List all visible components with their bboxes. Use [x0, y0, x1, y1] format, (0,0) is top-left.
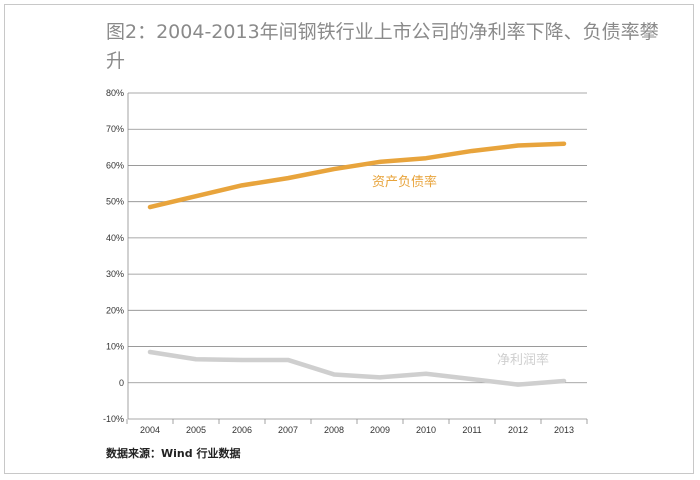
figure-frame [4, 4, 694, 474]
y-axis-ticks: 80% 70% 60% 50% 40% 30% 20% 10% 0 -10% [103, 88, 124, 424]
y-tick-label: 70% [106, 124, 124, 134]
y-tick-label: -10% [103, 414, 124, 424]
x-tick-label: 2013 [554, 425, 574, 435]
x-tick-label: 2011 [462, 425, 481, 435]
x-tick-label: 2005 [186, 425, 206, 435]
x-tick-label: 2008 [324, 425, 344, 435]
y-tick-label: 0 [119, 378, 124, 388]
series-line-0 [147, 141, 567, 210]
x-tick-label: 2007 [278, 425, 298, 435]
x-tick-label: 2009 [370, 425, 390, 435]
y-tick-label: 30% [106, 269, 124, 279]
chart-title: 图2：2004-2013年间钢铁行业上市公司的净利率下降、负债率攀升 [106, 21, 659, 72]
series-label-1: 净利润率 [497, 352, 549, 368]
series-lines [147, 141, 567, 387]
x-tick-label: 2004 [140, 425, 160, 435]
y-tick-label: 20% [106, 305, 124, 315]
x-axis-ticks: 2004 2005 2006 2007 2008 2009 2010 2011 2012 2013 [126, 419, 588, 435]
x-tick-label: 2012 [508, 425, 528, 435]
series-line-1 [147, 349, 567, 387]
x-tick-label: 2006 [232, 425, 252, 435]
y-tick-label: 40% [106, 233, 124, 243]
y-tick-label: 80% [106, 88, 124, 98]
y-tick-label: 60% [106, 160, 124, 170]
grid-lines [127, 92, 587, 420]
data-source: 数据来源：Wind 行业数据 [106, 447, 241, 460]
series-label-0: 资产负债率 [372, 174, 437, 190]
y-tick-label: 50% [106, 197, 124, 207]
y-tick-label: 10% [106, 342, 124, 352]
x-tick-label: 2010 [416, 425, 436, 435]
